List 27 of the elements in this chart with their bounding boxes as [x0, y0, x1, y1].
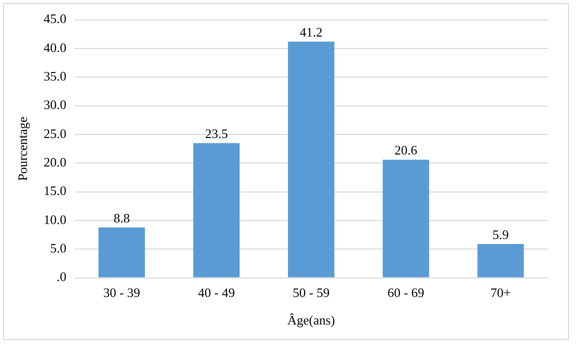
data-label: 20.6: [394, 142, 418, 158]
y-tick-label: .0: [56, 269, 66, 284]
data-label: 41.2: [300, 24, 323, 40]
data-label: 23.5: [205, 126, 228, 141]
bar: [288, 42, 334, 278]
y-tick-label: 20.0: [44, 154, 66, 170]
x-tick-label: 40 - 49: [198, 285, 235, 300]
y-axis-title: Pourcentage: [15, 116, 30, 181]
x-axis-title: Âge(ans): [287, 312, 336, 328]
bar: [193, 143, 240, 278]
data-label: 8.8: [114, 210, 130, 226]
y-tick-label: 10.0: [44, 212, 66, 227]
x-tick-label: 30 - 39: [103, 285, 140, 300]
y-tick-label: 30.0: [44, 97, 66, 112]
y-tick-label: 45.0: [44, 11, 66, 26]
bar: [382, 160, 430, 278]
bar: [477, 244, 524, 278]
y-tick-label: 5.0: [50, 240, 66, 256]
x-tick-label: 60 - 69: [387, 285, 424, 300]
y-tick-label: 25.0: [44, 126, 66, 141]
x-tick-label: 50 - 59: [292, 285, 330, 300]
y-tick-label: 35.0: [44, 68, 66, 84]
data-label: 5.9: [492, 226, 509, 242]
y-tick-label: 40.0: [44, 40, 66, 55]
y-tick-label: 15.0: [44, 183, 66, 198]
x-tick-label: 70+: [490, 285, 511, 300]
bar: [98, 227, 145, 278]
